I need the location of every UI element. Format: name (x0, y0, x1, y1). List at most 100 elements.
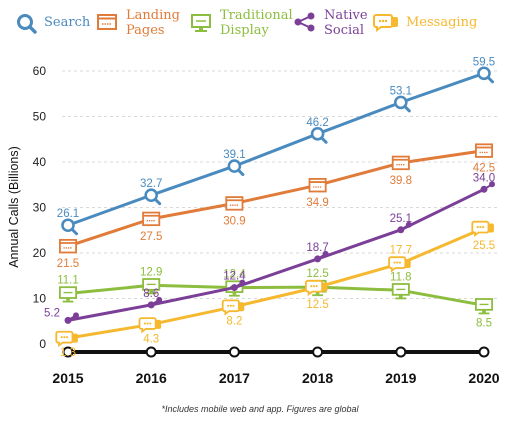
monitor-base (478, 312, 490, 315)
data-point (480, 181, 495, 193)
legend-item: Search (17, 14, 91, 34)
data-label: 4.3 (143, 333, 159, 345)
magnifier-handle (153, 197, 162, 206)
x-axis-dot (62, 346, 74, 358)
series-landing-pages: 21.5 27.5 30.9 34.9 39.8 42.5 (57, 143, 495, 270)
chat-bubble-front (138, 317, 157, 334)
data-label: 53.1 (390, 85, 412, 97)
chat-bubble-front (305, 279, 324, 297)
magnifier-lens (477, 66, 491, 81)
data-point (142, 211, 161, 227)
window-frame (474, 143, 494, 158)
data-point (308, 178, 327, 193)
legend-label: Native (324, 8, 368, 23)
data-point (314, 250, 329, 263)
data-point (225, 196, 244, 211)
chat-dot (149, 322, 152, 325)
data-label: 18.7 (306, 242, 328, 254)
x-axis-dot (395, 346, 407, 358)
data-point (310, 126, 328, 144)
monitor-neck (66, 297, 70, 301)
data-point (393, 95, 411, 113)
monitor-neck (482, 309, 486, 313)
node-marker (489, 181, 495, 188)
node-marker (73, 312, 79, 319)
series-traditional-display: 11.1 12.9 12.4 12.5 11.8 8.5 (57, 266, 494, 329)
series-line (67, 283, 485, 307)
data-point (64, 312, 79, 324)
chat-bubble-front (388, 256, 407, 273)
chat-dot (310, 285, 313, 288)
x-axis: 2015 2016 2017 2018 2019 2020 (52, 346, 500, 386)
chat-dot (479, 225, 482, 229)
chat-bubble-front (55, 330, 74, 348)
magnifier-lens (61, 218, 75, 233)
data-point (55, 330, 78, 348)
window-frame (308, 178, 327, 193)
data-label: 34.9 (306, 197, 328, 209)
data-label: 12.4 (223, 271, 246, 283)
magnifier-handle (236, 168, 245, 177)
data-label: 25.1 (390, 213, 412, 225)
chat-dot (384, 19, 388, 23)
data-label: 42.5 (473, 163, 495, 175)
legend-label: Social (324, 23, 364, 38)
data-label: 30.9 (223, 215, 245, 227)
monitor-neck (399, 294, 403, 298)
data-label: 8.6 (143, 288, 159, 300)
window-frame (142, 211, 161, 227)
legend-item: Messaging (373, 14, 477, 32)
monitor-base (62, 300, 74, 303)
legend-label: Landing (126, 8, 180, 23)
data-point (221, 299, 245, 316)
magnifier-lens (310, 126, 325, 141)
data-label: 39.8 (390, 175, 412, 187)
node-marker (239, 279, 246, 286)
chat-dot (232, 304, 235, 307)
share-node (307, 12, 315, 20)
legend-label: Messaging (406, 15, 477, 30)
chat-dot (476, 225, 479, 229)
browser-window-icon (97, 14, 117, 30)
x-tick-label: 2015 (52, 370, 83, 386)
node-marker (405, 221, 412, 228)
chat-dot (381, 19, 385, 23)
magnifier-lens (227, 159, 242, 173)
data-label: 32.7 (140, 178, 162, 190)
monitor-neck (199, 27, 203, 30)
chat-dot (396, 261, 399, 264)
data-label: 17.7 (390, 244, 412, 256)
data-point (388, 256, 411, 273)
magnifier-handle (403, 104, 411, 113)
chat-dot (63, 336, 66, 339)
data-point (142, 278, 161, 295)
chat-dot (315, 285, 318, 288)
chat-dot (66, 336, 69, 339)
chat-bubble-front (373, 14, 393, 32)
x-tick-label: 2020 (468, 370, 499, 386)
magnifier-icon (17, 14, 37, 34)
data-point (474, 143, 494, 158)
data-label: 8.2 (226, 316, 242, 328)
magnifier-lens (144, 188, 158, 203)
data-label: 34.0 (473, 172, 495, 184)
y-gridlines: 0 10 20 30 40 50 60 (33, 64, 500, 351)
data-label: 8.5 (476, 317, 492, 329)
series-line (67, 226, 485, 340)
y-tick-label: 40 (33, 155, 47, 169)
magnifier-handle (70, 227, 78, 236)
monitor-neck (149, 289, 153, 293)
magnifier-handle (486, 75, 494, 84)
y-tick-label: 10 (33, 292, 47, 306)
data-point (305, 279, 328, 297)
magnifier-lens (17, 14, 33, 30)
x-axis-dot (228, 346, 240, 358)
share-node (294, 18, 302, 26)
chat-dot (393, 261, 396, 264)
window-frame (97, 14, 117, 30)
chat-dot (60, 336, 63, 339)
data-label: 25.5 (473, 240, 495, 252)
